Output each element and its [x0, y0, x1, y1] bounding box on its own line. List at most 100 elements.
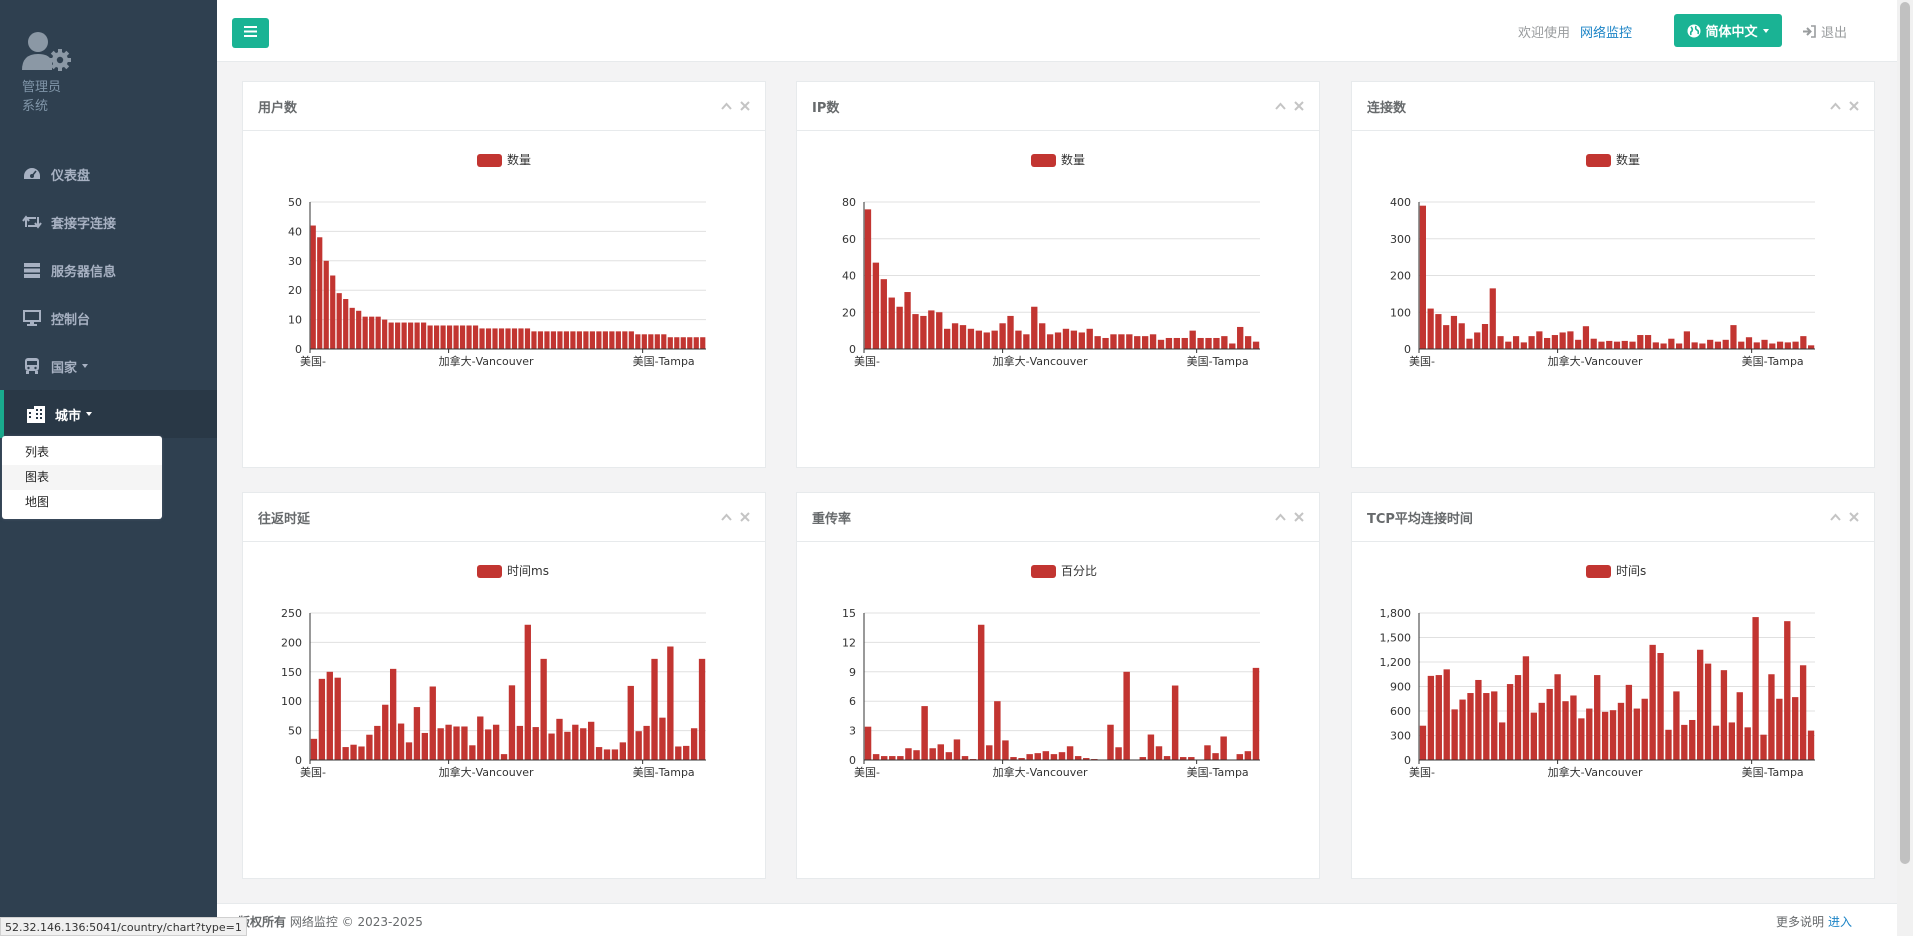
- bar[interactable]: [905, 748, 912, 760]
- bar[interactable]: [401, 322, 407, 349]
- bar[interactable]: [1760, 734, 1767, 760]
- bar[interactable]: [485, 328, 492, 349]
- bar[interactable]: [880, 756, 888, 760]
- bar[interactable]: [1637, 335, 1644, 349]
- bar[interactable]: [362, 316, 368, 349]
- bar[interactable]: [492, 724, 500, 760]
- bar[interactable]: [1633, 708, 1640, 760]
- bar[interactable]: [374, 725, 381, 760]
- bar[interactable]: [1570, 695, 1577, 760]
- bar[interactable]: [959, 325, 967, 349]
- bar[interactable]: [500, 754, 508, 760]
- bar[interactable]: [943, 328, 951, 349]
- bar[interactable]: [1613, 341, 1621, 349]
- bar[interactable]: [524, 328, 531, 349]
- bar[interactable]: [977, 624, 985, 760]
- bar[interactable]: [1466, 338, 1473, 349]
- site-name-link[interactable]: 网络监控: [1579, 26, 1632, 41]
- legend[interactable]: 数量: [1586, 152, 1640, 167]
- bar[interactable]: [661, 334, 667, 349]
- bar[interactable]: [572, 724, 579, 760]
- bar[interactable]: [1197, 337, 1204, 349]
- bar[interactable]: [991, 330, 998, 349]
- bar[interactable]: [627, 685, 634, 760]
- bar[interactable]: [667, 646, 674, 760]
- bar[interactable]: [1617, 702, 1625, 760]
- bar[interactable]: [453, 726, 460, 760]
- bar[interactable]: [1594, 675, 1601, 760]
- bar[interactable]: [635, 731, 642, 760]
- bar[interactable]: [1696, 649, 1704, 760]
- bar[interactable]: [1489, 288, 1496, 349]
- bar[interactable]: [897, 756, 904, 760]
- sidebar-item-city[interactable]: 城市: [0, 390, 217, 438]
- bar[interactable]: [1730, 325, 1737, 349]
- bar[interactable]: [583, 331, 589, 349]
- bar[interactable]: [1141, 336, 1149, 349]
- bar[interactable]: [1165, 337, 1173, 349]
- bar[interactable]: [622, 331, 628, 349]
- bar[interactable]: [1586, 708, 1593, 760]
- bar[interactable]: [1683, 331, 1690, 349]
- bar[interactable]: [330, 275, 336, 350]
- bar[interactable]: [440, 325, 446, 349]
- bar[interactable]: [1745, 337, 1753, 349]
- bar[interactable]: [615, 331, 621, 349]
- bar[interactable]: [1625, 684, 1633, 760]
- bar[interactable]: [1221, 336, 1228, 349]
- bar[interactable]: [1419, 205, 1426, 349]
- bar[interactable]: [537, 331, 544, 349]
- bar[interactable]: [1419, 725, 1427, 760]
- bar[interactable]: [1704, 663, 1712, 760]
- bar[interactable]: [1115, 747, 1122, 760]
- bar[interactable]: [1641, 698, 1648, 760]
- bar[interactable]: [446, 325, 453, 349]
- bar[interactable]: [466, 325, 472, 349]
- legend[interactable]: 数量: [477, 152, 531, 167]
- bar[interactable]: [912, 314, 919, 349]
- language-button[interactable]: 简体中文: [1674, 14, 1782, 47]
- collapse-icon[interactable]: [721, 513, 732, 521]
- bar[interactable]: [700, 337, 706, 349]
- bar[interactable]: [1744, 727, 1751, 760]
- bar[interactable]: [595, 747, 603, 760]
- bar[interactable]: [1181, 337, 1188, 349]
- collapse-icon[interactable]: [721, 102, 732, 110]
- bar[interactable]: [1657, 653, 1664, 760]
- logout-link[interactable]: 退出: [1802, 22, 1847, 41]
- bar[interactable]: [1039, 323, 1046, 349]
- bar[interactable]: [1621, 340, 1628, 349]
- bar[interactable]: [505, 328, 511, 349]
- bar[interactable]: [951, 323, 959, 349]
- bar[interactable]: [602, 331, 608, 349]
- bar[interactable]: [1058, 752, 1066, 760]
- bar[interactable]: [1042, 751, 1050, 760]
- bar[interactable]: [1034, 753, 1041, 760]
- bar[interactable]: [1023, 334, 1030, 349]
- bar[interactable]: [564, 731, 571, 760]
- bar[interactable]: [310, 225, 316, 349]
- bar[interactable]: [485, 729, 492, 760]
- bar[interactable]: [395, 322, 401, 349]
- submenu-item-map[interactable]: 地图: [25, 495, 50, 509]
- bar[interactable]: [864, 726, 872, 760]
- bar[interactable]: [1236, 754, 1244, 760]
- bar[interactable]: [334, 677, 341, 760]
- bar[interactable]: [433, 325, 440, 349]
- bar[interactable]: [1015, 330, 1022, 349]
- bar[interactable]: [479, 328, 485, 349]
- bar[interactable]: [1668, 338, 1675, 349]
- bar[interactable]: [397, 723, 405, 760]
- bar[interactable]: [967, 328, 975, 349]
- bar[interactable]: [388, 322, 394, 349]
- bar[interactable]: [1083, 758, 1090, 760]
- close-icon[interactable]: [1294, 101, 1304, 111]
- bar[interactable]: [1676, 343, 1683, 349]
- bar[interactable]: [698, 658, 706, 760]
- bar[interactable]: [1450, 315, 1458, 349]
- bar[interactable]: [896, 306, 903, 349]
- bar[interactable]: [1451, 709, 1458, 760]
- bar[interactable]: [1171, 685, 1179, 760]
- bar[interactable]: [1691, 342, 1698, 349]
- bar[interactable]: [1582, 326, 1590, 349]
